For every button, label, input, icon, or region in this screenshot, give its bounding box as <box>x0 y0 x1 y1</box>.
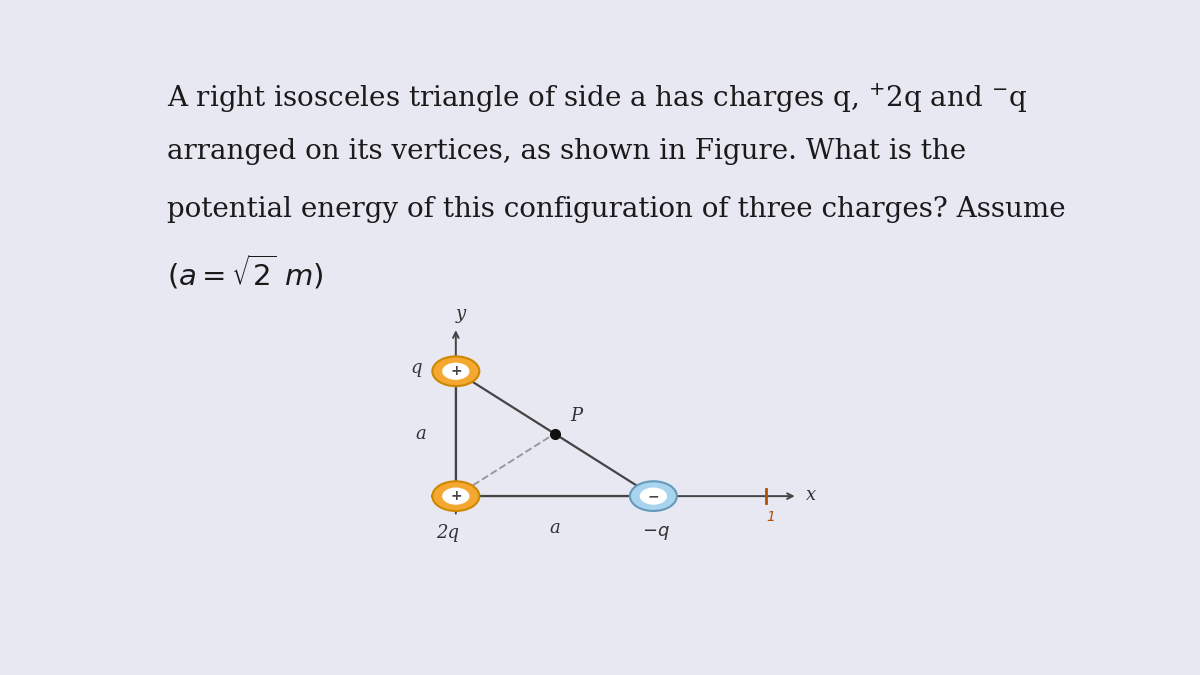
Circle shape <box>630 481 677 511</box>
Text: 2q: 2q <box>436 524 458 543</box>
Text: a: a <box>415 425 426 443</box>
Text: q: q <box>410 359 421 377</box>
Circle shape <box>640 487 667 505</box>
Text: $(a = \sqrt{2}\ m)$: $(a = \sqrt{2}\ m)$ <box>168 253 324 292</box>
Text: +: + <box>450 489 462 503</box>
Text: y: y <box>456 304 467 323</box>
Text: +: + <box>450 364 462 378</box>
Circle shape <box>432 481 479 511</box>
Text: A right isosceles triangle of side a has charges q, $^{+}$2q and $^{-}$q: A right isosceles triangle of side a has… <box>168 81 1027 115</box>
Text: $-q$: $-q$ <box>642 524 670 543</box>
Text: 1: 1 <box>767 510 775 524</box>
Circle shape <box>442 362 469 380</box>
Text: arranged on its vertices, as shown in Figure. What is the: arranged on its vertices, as shown in Fi… <box>168 138 966 165</box>
Text: potential energy of this configuration of three charges? Assume: potential energy of this configuration o… <box>168 196 1066 223</box>
Text: P: P <box>571 407 583 425</box>
Circle shape <box>442 487 469 505</box>
Text: a: a <box>550 519 560 537</box>
Text: −: − <box>648 489 659 503</box>
Text: x: x <box>806 486 816 504</box>
Circle shape <box>432 356 479 386</box>
